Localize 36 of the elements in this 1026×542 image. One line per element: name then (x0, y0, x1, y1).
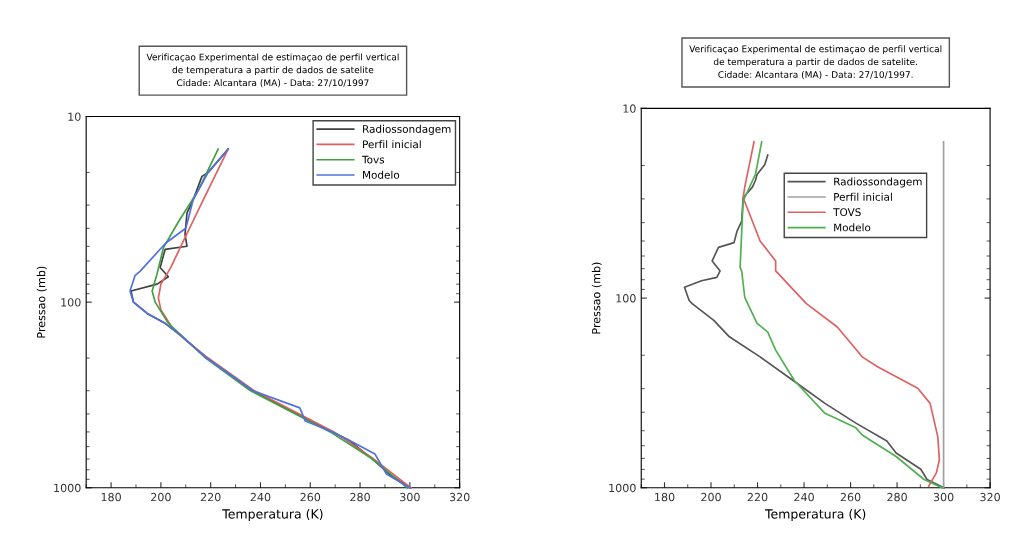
x-tick-label: 320 (449, 492, 470, 502)
y-tick-label: 100 (616, 294, 636, 303)
legend-label: Perfil inicial (834, 192, 892, 201)
x-tick-label: 240 (794, 492, 814, 502)
x-tick-label: 180 (101, 492, 121, 502)
x-tick-label: 240 (250, 492, 271, 502)
legend-label: Radiossondagem (363, 124, 451, 135)
y-tick-label: 1000 (609, 483, 636, 493)
x-tick-label: 260 (840, 492, 861, 502)
y-tick-label: 1000 (54, 483, 81, 493)
y-tick-label: 100 (61, 298, 81, 307)
legend-label: Radiossondagem (834, 177, 922, 188)
x-axis-title: Temperatura (K) (764, 508, 866, 522)
x-axis-title: Temperatura (K) (222, 508, 323, 522)
x-tick-label: 220 (200, 492, 221, 502)
x-tick-label: 320 (980, 492, 1000, 502)
x-tick-label: 300 (400, 492, 420, 502)
y-tick-label: 10 (68, 112, 81, 121)
x-tick-label: 300 (933, 492, 954, 502)
legend-label: Perfil inicial (363, 140, 421, 149)
x-tick-label: 280 (887, 492, 907, 502)
legend-label: Modelo (834, 223, 871, 232)
y-tick-label: 10 (623, 104, 636, 113)
chart-title: Verificaçao Experimental de estimaçao de perfil vertical de temperatura a partir de dados de satelite Cidade: Alcantara (MA) - Data: 27/10/1997 (146, 53, 399, 88)
legend-label: Modelo (363, 170, 400, 179)
y-axis-title: Pressao (mb) (36, 266, 47, 338)
x-tick-label: 200 (701, 492, 721, 502)
chart-title: Verificaçao Experimental de estimaçao de perfil vertical de temperatura a partir de dados de satelite. Cidade: Alcantara (MA) - Data: 27/10/1997. (689, 45, 942, 80)
x-tick-label: 260 (300, 492, 321, 502)
y-axis-title: Pressao (mb) (591, 262, 602, 334)
x-tick-label: 220 (747, 492, 768, 502)
x-tick-label: 280 (350, 492, 370, 502)
x-tick-label: 180 (655, 492, 675, 502)
legend-label: TOVS (833, 208, 861, 217)
legend-label: Tovs (362, 155, 385, 164)
x-tick-label: 200 (151, 492, 171, 502)
